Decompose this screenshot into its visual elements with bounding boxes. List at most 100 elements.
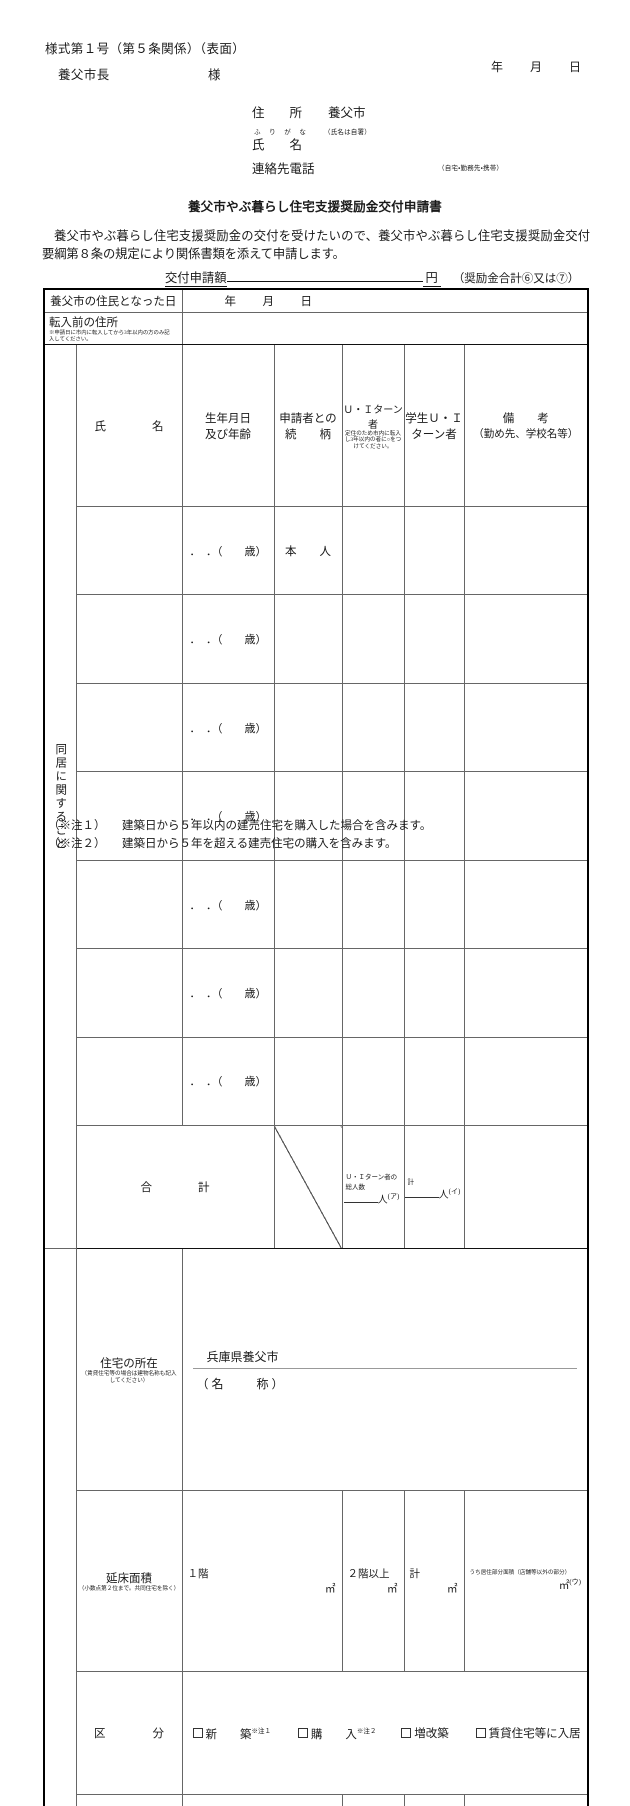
area-col-total[interactable]: 計 ㎡: [404, 1491, 464, 1671]
category-label: 区 分: [86, 1728, 172, 1740]
cell-relation[interactable]: [274, 949, 342, 1037]
housing-building-name-label[interactable]: （名 称）: [183, 1369, 588, 1396]
cell-relation[interactable]: 本 人: [274, 506, 342, 594]
cell-student[interactable]: [404, 683, 464, 771]
resident-date-value-cell[interactable]: 年月日: [182, 289, 588, 313]
area-header-residential: うち居住部分面積（店舗等以外の部分）: [465, 1568, 588, 1577]
footnote-2-text: 建築日から５年を超える建売住宅の購入を含みます。: [122, 838, 397, 850]
requirement-col-new[interactable]: 新築年月日（新築の場合） 年月日: [182, 1795, 342, 1806]
applicant-tel-note: （自宅・勤務先・携帯）: [438, 162, 503, 172]
total-remarks-cell: [464, 1126, 588, 1249]
col-header-remarks-line2: （勤め先、学校名等）: [465, 426, 588, 441]
category-option-renovation[interactable]: 増改築: [401, 1725, 449, 1741]
previous-address-note: ※申請日に市内に転入してから3年以内の方のみ記入してください。: [49, 330, 173, 343]
date-month-label: 月: [530, 60, 543, 74]
category-option-rental[interactable]: 賃貸住宅等に入居: [476, 1725, 581, 1741]
col-header-uiturn-note: 定住のため市内に転入し3年以内の者に○をつけてください。: [343, 431, 404, 451]
cell-uiturn[interactable]: [342, 683, 404, 771]
cell-birth[interactable]: ． ．（ 歳）: [182, 860, 274, 948]
area-header-total: 計: [405, 1564, 464, 1581]
cell-birth[interactable]: ． ．（ 歳）: [182, 949, 274, 1037]
housing-location-value-cell[interactable]: 兵庫県養父市 （名 称）: [182, 1249, 588, 1491]
cell-name[interactable]: [76, 860, 182, 948]
cell-uiturn[interactable]: [342, 860, 404, 948]
cell-student[interactable]: [404, 949, 464, 1037]
row-housing-floor-area: 延床面積 （小数点第２位まで。共同住宅を除く） １階 ㎡ ２階以上 ㎡ 計 ㎡ …: [44, 1491, 588, 1671]
category-option-new[interactable]: 新 築※注１: [193, 1725, 272, 1742]
category-sup-purchase: ※注２: [357, 1728, 377, 1735]
cell-name[interactable]: [76, 595, 182, 683]
category-label-cell: 区 分: [76, 1671, 182, 1794]
total-uiturn-value[interactable]: 人(ア): [344, 1195, 403, 1206]
area-header-2f: ２階以上: [343, 1564, 404, 1581]
grant-amount-input[interactable]: [227, 280, 423, 282]
cell-remarks[interactable]: [464, 772, 588, 860]
requirement-col-renovation[interactable]: 工事完了日（増改築の場合） 年月日: [404, 1795, 464, 1806]
cell-uiturn[interactable]: [342, 1037, 404, 1125]
total-student-cell[interactable]: 計 人(イ): [404, 1126, 464, 1249]
cell-relation[interactable]: [274, 860, 342, 948]
footnote-1-mark: （※注１）: [48, 818, 122, 836]
cell-name[interactable]: [76, 506, 182, 594]
cell-birth[interactable]: ． ．（ 歳）: [182, 683, 274, 771]
cell-remarks[interactable]: [464, 595, 588, 683]
applicant-address-value[interactable]: 養父市: [328, 106, 366, 120]
resident-date-fields[interactable]: 年月日: [183, 293, 588, 309]
cell-student[interactable]: [404, 506, 464, 594]
signature-note: （氏名は自署）: [324, 126, 371, 136]
area-col-residential[interactable]: うち居住部分面積（店舗等以外の部分） ㎡(ウ): [464, 1491, 588, 1671]
cell-birth[interactable]: ． ．（ 歳）: [182, 506, 274, 594]
cell-uiturn[interactable]: [342, 595, 404, 683]
total-label-cell: 合 計: [76, 1126, 274, 1249]
checkbox-rental[interactable]: [476, 1728, 486, 1738]
cell-remarks[interactable]: [464, 949, 588, 1037]
category-option-purchase[interactable]: 購 入※注２: [298, 1725, 377, 1742]
cell-name[interactable]: [76, 683, 182, 771]
previous-address-value-cell[interactable]: [182, 313, 588, 345]
cell-remarks[interactable]: [464, 683, 588, 771]
area-header-1f: １階: [183, 1564, 342, 1581]
requirement-label-cell: 要件を満た した日: [76, 1795, 182, 1806]
grant-amount-label: 交付申請額: [165, 271, 227, 287]
cell-name[interactable]: [76, 949, 182, 1037]
submission-date[interactable]: 年 月 日: [480, 58, 593, 75]
col-header-student-line1: 学生Ｕ・Ｉ: [405, 410, 464, 426]
checkbox-renovation[interactable]: [401, 1728, 411, 1738]
total-uiturn-cell[interactable]: Ｕ・Ｉターン者の総人数 人(ア): [342, 1126, 404, 1249]
cell-remarks[interactable]: [464, 1037, 588, 1125]
area-col-2f[interactable]: ２階以上 ㎡: [342, 1491, 404, 1671]
cell-student[interactable]: [404, 595, 464, 683]
resident-date-label: 養父市の住民となった日: [45, 292, 181, 312]
cell-remarks[interactable]: [464, 860, 588, 948]
cell-student[interactable]: [404, 1037, 464, 1125]
area-col-1f[interactable]: １階 ㎡: [182, 1491, 342, 1671]
requirement-col-rental[interactable]: 賃貸借契約日（入居の場合） 年月日: [464, 1795, 588, 1806]
cell-birth[interactable]: ． ．（ 歳）: [182, 595, 274, 683]
housing-location-label-cell: 住宅の所在 （賃貸住宅等の場合は建物名称も記入してください）: [76, 1249, 182, 1491]
section-housing-label-cell: [44, 1249, 76, 1806]
col-header-birth-cell: 生年月日 及び年齢: [182, 345, 274, 506]
total-diagonal-cell: [274, 1126, 342, 1249]
checkbox-purchase[interactable]: [298, 1728, 308, 1738]
housing-location-prefill[interactable]: 兵庫県養父市: [193, 1343, 578, 1369]
col-header-uiturn: Ｕ・Ｉターン者: [343, 401, 404, 431]
cell-relation[interactable]: [274, 1037, 342, 1125]
checkbox-new-build[interactable]: [193, 1728, 203, 1738]
total-student-value[interactable]: 人(イ): [405, 1190, 464, 1201]
cell-student[interactable]: [404, 860, 464, 948]
cell-name[interactable]: [76, 1037, 182, 1125]
applicant-block: 住 所養父市 ふ り が な （氏名は自署） 氏 名 連絡先電話 （自宅・勤務先…: [252, 102, 612, 121]
requirement-col-purchase[interactable]: 売買契約日（購入の場合） 年月日: [342, 1795, 404, 1806]
cell-birth[interactable]: ． ．（ 歳）: [182, 1037, 274, 1125]
total-uiturn-mark: (ア): [388, 1192, 400, 1200]
resident-date-day: 日: [301, 293, 339, 309]
addressee-honorific: 様: [208, 64, 221, 83]
area-unit-2f: ㎡: [343, 1581, 404, 1598]
grant-amount-line: 交付申請額円（奨励金合計⑥又は⑦）: [165, 268, 579, 286]
cell-relation[interactable]: [274, 683, 342, 771]
cell-relation[interactable]: [274, 595, 342, 683]
footnotes: （※注１）建築日から５年以内の建売住宅を購入した場合を含みます。 （※注２）建築…: [48, 818, 431, 854]
cell-uiturn[interactable]: [342, 949, 404, 1037]
cell-remarks[interactable]: [464, 506, 588, 594]
cell-uiturn[interactable]: [342, 506, 404, 594]
